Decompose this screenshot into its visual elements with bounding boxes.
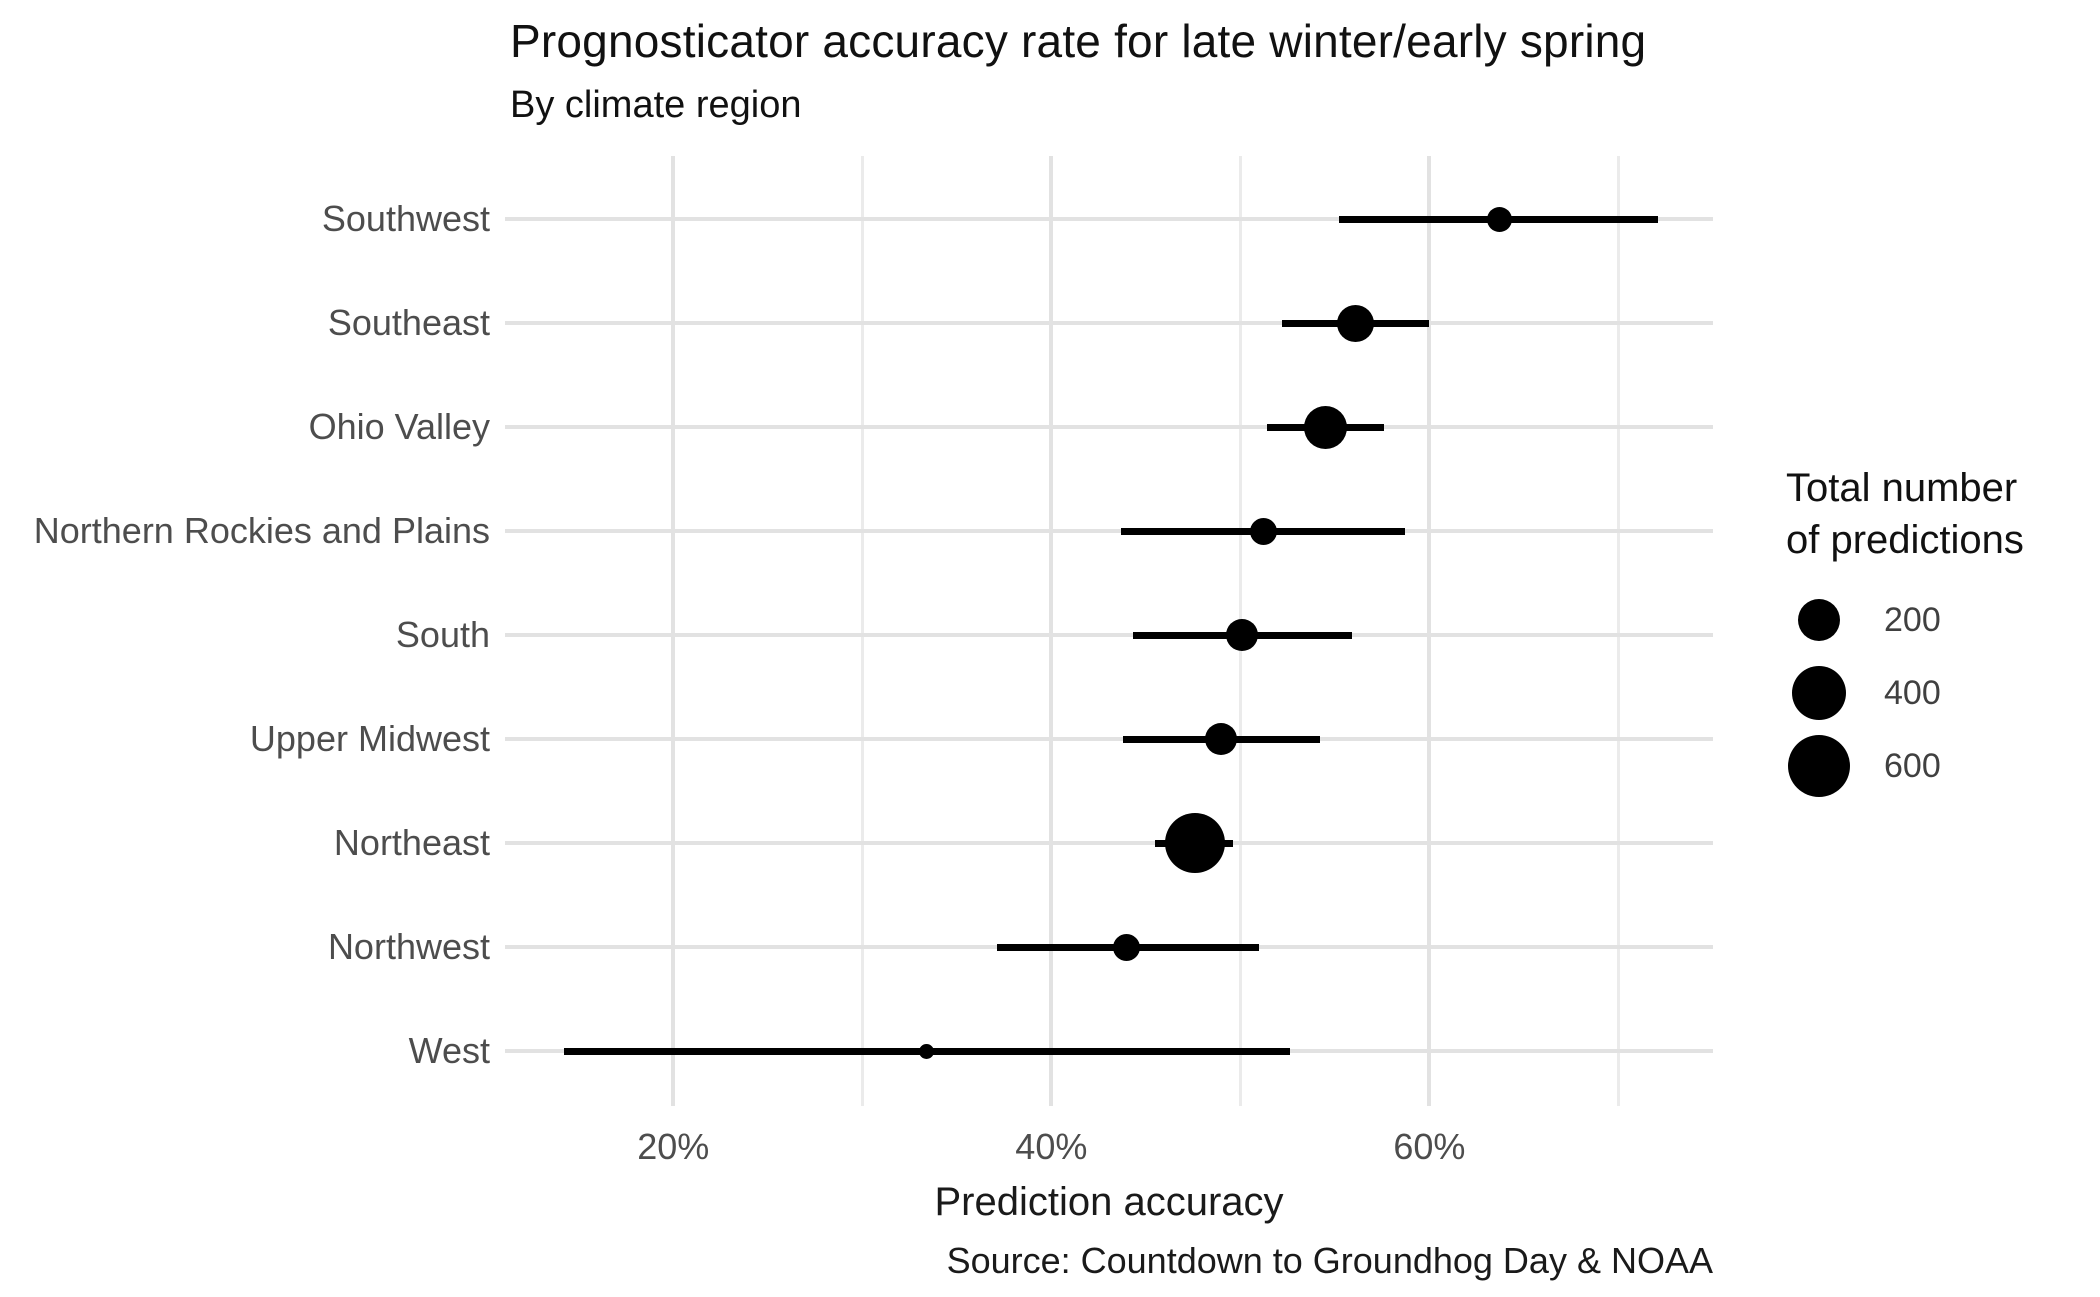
chart-subtitle: By climate region xyxy=(510,84,802,126)
gridline-row xyxy=(505,841,1713,845)
category-label: Northwest xyxy=(327,926,490,967)
gridline-minor xyxy=(860,156,864,1106)
gridline-major xyxy=(1049,156,1054,1106)
data-point xyxy=(1337,304,1375,342)
gridline-row xyxy=(505,633,1713,637)
category-label: Northeast xyxy=(333,822,490,863)
legend-title: Total number of predictions xyxy=(1786,466,2024,562)
category-label: Southwest xyxy=(321,198,490,239)
legend-size-label: 400 xyxy=(1884,674,1941,712)
x-axis-title: Prediction accuracy xyxy=(934,1180,1284,1224)
category-label: Southeast xyxy=(327,302,490,343)
data-point xyxy=(1303,405,1347,449)
gridline-row xyxy=(505,425,1713,429)
category-label: South xyxy=(395,614,490,655)
gridline-row xyxy=(505,737,1713,741)
category-label: Upper Midwest xyxy=(249,718,490,759)
data-point xyxy=(1113,933,1141,961)
data-point xyxy=(1249,517,1277,545)
x-tick-label: 40% xyxy=(1015,1126,1088,1167)
chart-title: Prognosticator accuracy rate for late wi… xyxy=(510,15,1647,67)
x-tick-label: 60% xyxy=(1393,1126,1466,1167)
x-tick-label: 20% xyxy=(637,1126,710,1167)
gridline-row xyxy=(505,529,1713,533)
data-point xyxy=(1165,813,1226,873)
data-point xyxy=(1226,619,1259,651)
category-label: Ohio Valley xyxy=(308,406,490,447)
gridline-row xyxy=(505,217,1713,221)
category-label: West xyxy=(408,1030,490,1071)
gridline-minor xyxy=(1616,156,1620,1106)
category-label: Northern Rockies and Plains xyxy=(33,510,490,551)
data-point xyxy=(1486,206,1512,232)
legend-size-dot xyxy=(1798,599,1840,641)
legend-size-label: 600 xyxy=(1884,747,1941,785)
legend-size-dot xyxy=(1792,666,1846,720)
gridline-major xyxy=(671,156,676,1106)
source-caption: Source: Countdown to Groundhog Day & NOA… xyxy=(946,1240,1713,1281)
gridline-major xyxy=(1427,156,1432,1106)
legend-size-label: 200 xyxy=(1884,601,1941,639)
data-point xyxy=(919,1043,935,1059)
data-point xyxy=(1205,723,1238,755)
gridline-row xyxy=(505,321,1713,325)
legend-size-dot xyxy=(1788,735,1850,797)
